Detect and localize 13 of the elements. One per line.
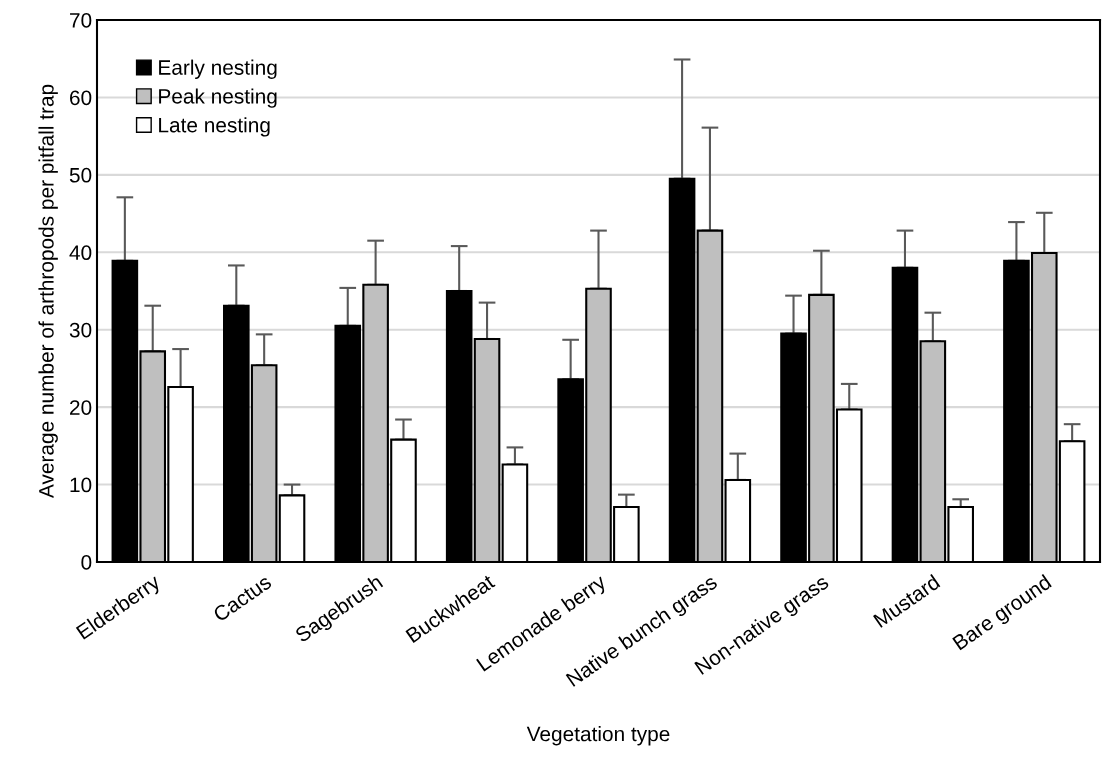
y-tick-label: 50: [69, 167, 92, 183]
legend-label: Peak nesting: [159, 88, 277, 108]
y-tick-label: 10: [70, 477, 92, 493]
y-tick-label: 20: [70, 400, 92, 415]
y-tick-label: 70: [70, 13, 92, 28]
legend-label: Late nesting: [159, 117, 270, 137]
y-tick-label: 40: [69, 245, 92, 261]
y-tick-label: 0: [81, 555, 92, 570]
y-axis-title: Average number of arthropods per pitfall trap: [38, 84, 58, 499]
y-tick-label: 30: [69, 322, 92, 338]
x-axis-title: Vegetation type: [526, 726, 670, 746]
y-tick-label: 60: [70, 90, 92, 106]
legend-label: Early nesting: [159, 59, 277, 79]
